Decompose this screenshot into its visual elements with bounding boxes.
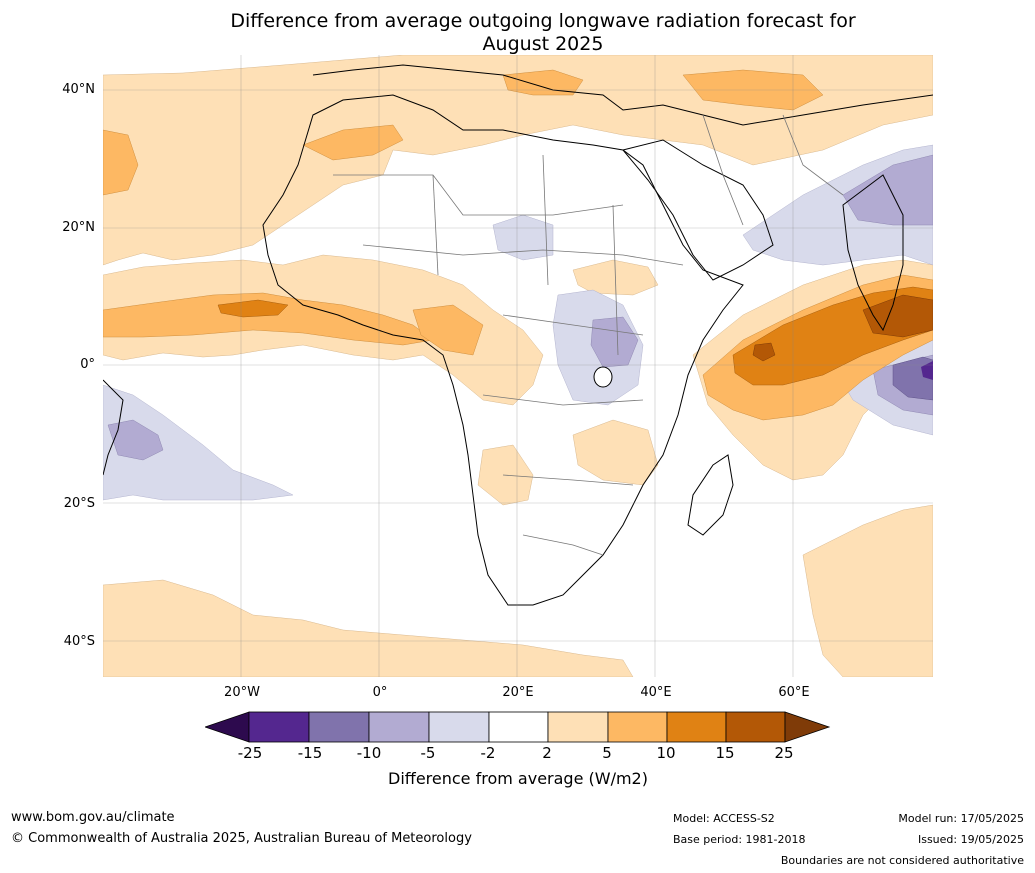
lon-label-20w: 20°W [224, 685, 260, 700]
lon-label-20e: 20°E [502, 685, 534, 700]
map-canvas [103, 55, 933, 677]
footer-disclaimer: Boundaries are not considered authoritat… [780, 854, 1024, 867]
colorbar-segment-3 [368, 711, 430, 743]
colorbar-title: Difference from average (W/m2) [388, 769, 648, 788]
colorbar-tick-neg25: -25 [237, 744, 263, 762]
footer-model: Model: ACCESS-S2 [673, 812, 775, 825]
colorbar-tick-neg5: -5 [420, 744, 436, 762]
colorbar-tick-neg15: -15 [297, 744, 323, 762]
olr-anomaly-map [103, 55, 933, 677]
colorbar-extend-max [784, 711, 831, 743]
lat-label-40n: 40°N [62, 82, 95, 97]
colorbar [205, 711, 831, 743]
lon-label-40e: 40°E [640, 685, 672, 700]
footer-model-run: Model run: 17/05/2025 [898, 812, 1024, 825]
colorbar-segment-8 [666, 711, 727, 743]
colorbar-tick-2: 2 [542, 744, 552, 762]
footer-website: www.bom.gov.au/climate [11, 810, 175, 825]
footer-base-period: Base period: 1981-2018 [673, 833, 806, 846]
map-title: Difference from average outgoing longwav… [150, 10, 936, 56]
footer-issued: Issued: 19/05/2025 [917, 833, 1024, 846]
lat-label-0: 0° [80, 357, 95, 372]
lat-label-20s: 20°S [63, 496, 95, 511]
colorbar-tick-neg2: -2 [480, 744, 496, 762]
graticule [103, 55, 933, 677]
lat-label-40s: 40°S [63, 634, 95, 649]
colorbar-segment-2 [308, 711, 370, 743]
country-borders [333, 114, 844, 556]
colorbar-segment-6 [547, 711, 609, 743]
colorbar-segment-7 [607, 711, 668, 743]
lon-label-0: 0° [372, 685, 388, 700]
colorbar-segment-9 [725, 711, 786, 743]
anomaly-neg15-neg25-region [921, 361, 933, 380]
colorbar-tick-10: 10 [656, 744, 676, 762]
lake-victoria [593, 366, 613, 388]
lat-label-20n: 20°N [62, 220, 95, 235]
colorbar-segment-5 [488, 711, 549, 743]
lon-label-60e: 60°E [778, 685, 810, 700]
colorbar-segment-4 [428, 711, 490, 743]
footer-copyright: © Commonwealth of Australia 2025, Austra… [11, 831, 472, 846]
colorbar-tick-25: 25 [774, 744, 794, 762]
title-line-2: August 2025 [482, 33, 604, 55]
title-line-1: Difference from average outgoing longwav… [230, 10, 856, 32]
colorbar-tick-neg10: -10 [356, 744, 382, 762]
colorbar-tick-15: 15 [715, 744, 735, 762]
colorbar-segment-1 [248, 711, 310, 743]
colorbar-tick-5: 5 [602, 744, 612, 762]
colorbar-extend-min [205, 711, 250, 743]
